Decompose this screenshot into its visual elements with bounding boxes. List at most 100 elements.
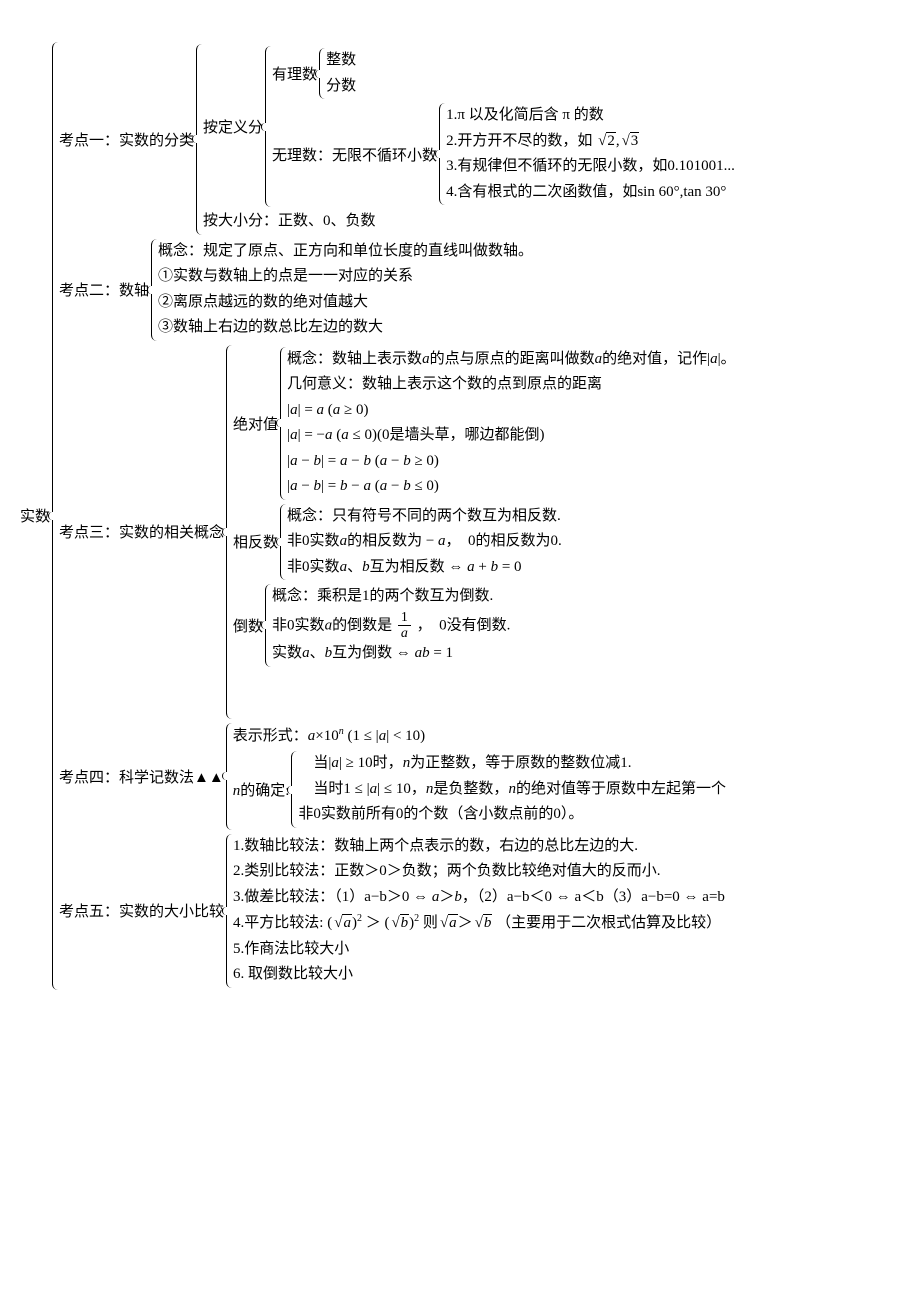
point4-group: 考点四：科学记数法▲▲ 表示形式：a×10n (1 ≤ |a| < 10) n的…: [59, 723, 736, 830]
p3-opp-2-b: b: [362, 559, 370, 575]
p3-abs-4: |a − b| = a − b (a − b ≥ 0): [287, 449, 736, 475]
p5-3-prefix: 4.平方比较法:: [233, 915, 323, 931]
p1-irrational-brace: 1.π 以及化简后含 π 的数 2.开方开不尽的数，如 2,3 3.有规律但不循…: [439, 103, 735, 205]
p5-2-iff3: ⇔: [684, 889, 699, 905]
p5-0: 1.数轴比较法：数轴上两个点表示的数，右边的总比左边的大.: [233, 834, 725, 860]
frac-1-over-a: 1a: [398, 610, 411, 642]
p3-recip-1a-i: a: [325, 617, 333, 633]
p3-recip-1b: ， 0没有倒数.: [417, 617, 511, 633]
p3-opp-1-a2: a: [438, 533, 446, 549]
root-brace: 考点一：实数的分类 按定义分 有理数 整数 分数 无理数：无限: [52, 42, 736, 990]
p3-abs-3: |a| = −a (a ≤ 0)(0是墙头草，哪边都能倒): [287, 423, 736, 449]
frac-den: a: [398, 626, 411, 641]
p1-irr-2-text: 2.开方开不尽的数，如: [446, 133, 592, 149]
p3-recip-2-b: b: [325, 645, 333, 661]
p1-rational-label: 有理数: [272, 63, 319, 84]
p1-bydef-group: 按定义分 有理数 整数 分数 无理数：无限不循环小数: [203, 46, 735, 207]
p4-n-1-m: 1 ≤ |a| ≤ 10: [343, 781, 411, 797]
point5-label: 考点五：实数的大小比较: [59, 900, 226, 921]
p3-recip-0: 概念：乘积是1的两个数互为倒数.: [272, 584, 510, 610]
p3-abs-label: 绝对值: [233, 413, 280, 434]
p4-n-0-m: |a| ≥ 10: [328, 755, 372, 771]
p3-abs-3-m: |a| = −a (a ≤ 0): [287, 427, 377, 443]
p3-recip-2-iff: ⇔ ab = 1: [396, 645, 453, 661]
point5-brace: 1.数轴比较法：数轴上两个点表示的数，右边的总比左边的大. 2.类别比较法：正数…: [226, 834, 725, 988]
p3-spacer: [233, 669, 736, 719]
sqrt-a-icon: a: [332, 911, 352, 937]
frac-num: 1: [398, 610, 411, 626]
p5-2-iff2: ⇔: [556, 889, 571, 905]
p1-irrational-group: 无理数：无限不循环小数 1.π 以及化简后含 π 的数 2.开方开不尽的数，如 …: [272, 103, 735, 205]
p3-opp-label: 相反数: [233, 531, 280, 552]
sqrt2-icon: 2: [596, 129, 616, 155]
p4-n-label: n的确定:: [233, 779, 292, 800]
p3-abs-0-t1: 概念：数轴上表示数: [287, 351, 422, 367]
p5-5: 6. 取倒数比较大小: [233, 962, 725, 988]
p5-4: 5.作商法比较大小: [233, 937, 725, 963]
p5-2-a: a: [432, 889, 440, 905]
p3-recip-2: 实数a、b互为倒数 ⇔ ab = 1: [272, 641, 510, 667]
point3-group: 考点三：实数的相关概念 绝对值 概念：数轴上表示数a的点与原点的距离叫做数a的绝…: [59, 345, 736, 719]
sqrt3-icon: 3: [620, 129, 640, 155]
p5-2: 3.做差比较法：（1）a−b＞0 ⇔ a＞b，（2）a−b＜0 ⇔ a＜b（3）…: [233, 885, 725, 911]
p3-opp-1: 非0实数a的相反数为 − a， 0的相反数为0.: [287, 529, 562, 555]
p1-bydef-label: 按定义分: [203, 116, 265, 137]
sqrt3-val: 3: [630, 132, 640, 149]
p3-abs-0-t4: 。: [721, 351, 736, 367]
p3-abs-2: |a| = a (a ≥ 0): [287, 398, 736, 424]
p4-n-brace: 当|a| ≥ 10时，n为正整数，等于原数的整数位减1. 当时1 ≤ |a| ≤…: [291, 751, 726, 828]
p4-n-group: n的确定: 当|a| ≥ 10时，n为正整数，等于原数的整数位减1. 当时1 ≤…: [233, 751, 726, 828]
p5-3-math: (a)2 ＞ (b)2 则a＞b: [327, 915, 492, 931]
p3-opp-1-a: a: [340, 533, 348, 549]
p3-abs-0-t3: 的绝对值，记作: [602, 351, 707, 367]
p1-bydef-brace: 有理数 整数 分数 无理数：无限不循环小数 1.π 以及化简后含 π 的数: [265, 46, 735, 207]
p4-form: 表示形式：a×10n (1 ≤ |a| < 10): [233, 723, 726, 750]
p3-opp-brace: 概念：只有符号不同的两个数互为相反数. 非0实数a的相反数为 − a， 0的相反…: [280, 504, 562, 581]
p3-abs-0: 概念：数轴上表示数a的点与原点的距离叫做数a的绝对值，记作|a|。: [287, 347, 736, 373]
p5-2-iff1: ⇔: [413, 889, 428, 905]
p4-n-1-n2: n: [508, 781, 516, 797]
p3-opp-2-iff: ⇔ a + b = 0: [448, 559, 521, 575]
p3-opp-2: 非0实数a、b互为相反数 ⇔ a + b = 0: [287, 555, 562, 581]
point4-label: 考点四：科学记数法▲▲: [59, 766, 226, 787]
p1-irr-4: 4.含有根式的二次函数值，如sin 60°,tan 30°: [446, 180, 735, 206]
p1-rational-brace: 整数 分数: [319, 48, 356, 99]
point1-group: 考点一：实数的分类 按定义分 有理数 整数 分数 无理数：无限: [59, 44, 736, 235]
p4-n-0: 当|a| ≥ 10时，n为正整数，等于原数的整数位减1.: [298, 751, 726, 777]
p1-irr-1: 1.π 以及化简后含 π 的数: [446, 103, 735, 129]
p3-abs-1: 几何意义：数轴上表示这个数的点到原点的距离: [287, 372, 736, 398]
p5-2-b: b: [454, 889, 462, 905]
p3-recip-group: 倒数 概念：乘积是1的两个数互为倒数. 非0实数a的倒数是 1a ， 0没有倒数…: [233, 584, 736, 667]
p5-3-suffix: （主要用于二次根式估算及比较）: [496, 915, 721, 931]
p3-recip-1a: 非0实数: [272, 617, 325, 633]
p4-n-0-n: n: [403, 755, 411, 771]
sqrt2-val: 2: [606, 132, 616, 149]
p3-recip-2-a: a: [302, 645, 310, 661]
p4-n-label-n: n: [233, 783, 241, 799]
p2-line3: ③数轴上右边的数总比左边的数大: [158, 315, 533, 341]
p3-abs-0-m: |a|: [707, 351, 721, 367]
p3-abs-group: 绝对值 概念：数轴上表示数a的点与原点的距离叫做数a的绝对值，记作|a|。 几何…: [233, 347, 736, 500]
p5-1: 2.类别比较法：正数＞0＞负数；两个负数比较绝对值大的反而小.: [233, 859, 725, 885]
sqrt-b2-icon: b: [473, 911, 493, 937]
p2-line2: ②离原点越远的数的绝对值越大: [158, 290, 533, 316]
p3-opp-2-a: a: [340, 559, 348, 575]
p4-n-1: 当时1 ≤ |a| ≤ 10，n是负整数，n的绝对值等于原数中左起第一个: [298, 777, 726, 803]
p4-form-m2: ×10n (1 ≤ |a| < 10): [315, 728, 425, 744]
point5-group: 考点五：实数的大小比较 1.数轴比较法：数轴上两个点表示的数，右边的总比左边的大…: [59, 834, 736, 988]
root-group: 实数 考点一：实数的分类 按定义分 有理数 整数 分数: [20, 42, 900, 990]
p4-n-1-n: n: [426, 781, 434, 797]
p1-rational-int: 整数: [326, 48, 356, 74]
sqrt-b-icon: b: [389, 911, 409, 937]
p1-irr-3: 3.有规律但不循环的无限小数，如0.101001...: [446, 154, 735, 180]
point3-label: 考点三：实数的相关概念: [59, 521, 226, 542]
point2-brace: 概念：规定了原点、正方向和单位长度的直线叫做数轴。 ①实数与数轴上的点是一一对应…: [151, 239, 533, 341]
p1-irrational-label: 无理数：无限不循环小数: [272, 144, 439, 165]
point1-label: 考点一：实数的分类: [59, 129, 196, 150]
p3-recip-1: 非0实数a的倒数是 1a ， 0没有倒数.: [272, 610, 510, 642]
sqrt-a2-icon: a: [438, 911, 458, 937]
p3-opp-0: 概念：只有符号不同的两个数互为相反数.: [287, 504, 562, 530]
p2-line0: 概念：规定了原点、正方向和单位长度的直线叫做数轴。: [158, 239, 533, 265]
p3-opp-group: 相反数 概念：只有符号不同的两个数互为相反数. 非0实数a的相反数为 − a， …: [233, 504, 736, 581]
p3-recip-1a2: 的倒数是: [332, 617, 392, 633]
